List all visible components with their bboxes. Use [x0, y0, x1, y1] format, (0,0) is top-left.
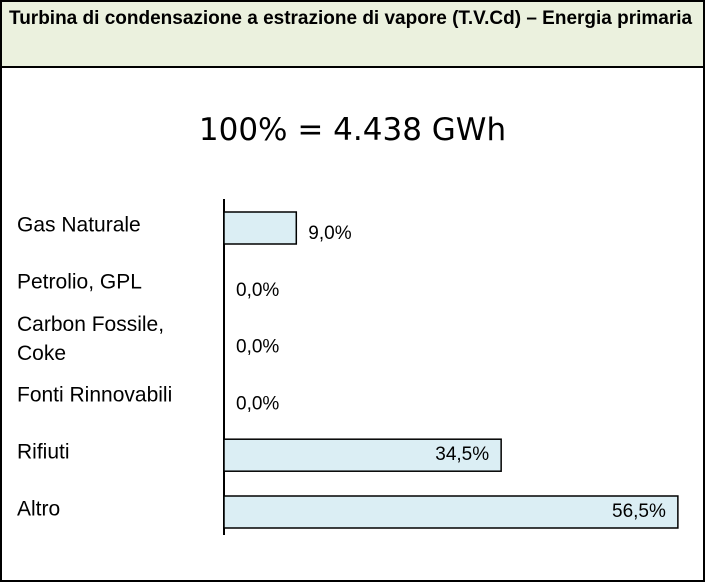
category-label: Petrolio, GPL	[17, 270, 142, 294]
bar	[223, 438, 502, 472]
chart-title: Turbina di condensazione a estrazione di…	[2, 2, 703, 68]
chart-subtitle: 100% = 4.438 GWh	[198, 112, 507, 148]
category-label: Fonti Rinnovabili	[17, 383, 173, 407]
category-label: Carbon Fossile, Coke	[17, 312, 165, 365]
value-label: 9,0%	[308, 223, 351, 244]
value-label: 0,0%	[236, 337, 279, 358]
value-label: 34,5%	[435, 444, 489, 465]
value-label: 56,5%	[612, 501, 666, 522]
category-label: Altro	[17, 497, 61, 521]
bar	[223, 495, 679, 529]
category-label: Rifiuti	[17, 440, 70, 464]
bar	[223, 211, 298, 245]
value-label: 0,0%	[236, 393, 279, 414]
category-label: Gas Naturale	[17, 213, 141, 237]
value-label: 0,0%	[236, 280, 279, 301]
